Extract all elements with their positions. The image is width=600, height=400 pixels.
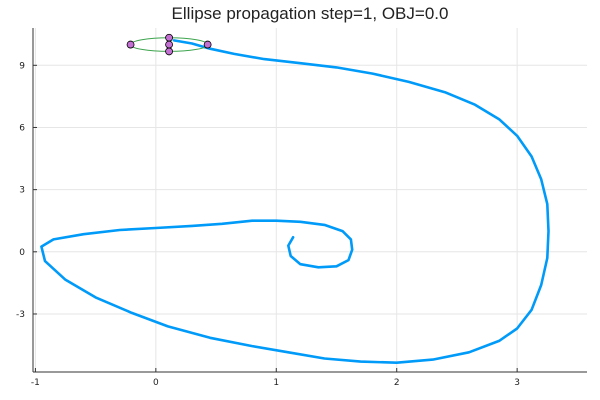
x-tick-label: 2 — [394, 378, 400, 388]
y-tick-label: 9 — [19, 61, 25, 71]
series-line-0 — [40, 39, 550, 364]
x-tick-label: -1 — [31, 378, 40, 388]
y-tick-label: 0 — [19, 248, 25, 258]
marker-point-1 — [203, 40, 212, 49]
marker-point-2 — [165, 33, 173, 42]
grid — [33, 28, 587, 372]
x-tick-label: 0 — [153, 378, 159, 388]
y-tick-label: -3 — [16, 310, 25, 320]
axes — [32, 28, 587, 373]
x-tick-label: 1 — [273, 378, 279, 388]
x-tick-label: 3 — [514, 378, 520, 388]
chart-title: Ellipse propagation step=1, OBJ=0.0 — [172, 4, 449, 23]
marker-point-4 — [165, 40, 173, 49]
y-tick-label: 6 — [19, 123, 25, 133]
marker-point-3 — [165, 47, 173, 56]
y-tick-label: 3 — [19, 186, 25, 196]
marker-layer — [126, 33, 212, 56]
tick-labels: -1 0 1 2 3 -3 0 3 6 9 — [16, 61, 520, 388]
series-layer — [40, 39, 550, 364]
marker-point-0 — [126, 40, 135, 49]
